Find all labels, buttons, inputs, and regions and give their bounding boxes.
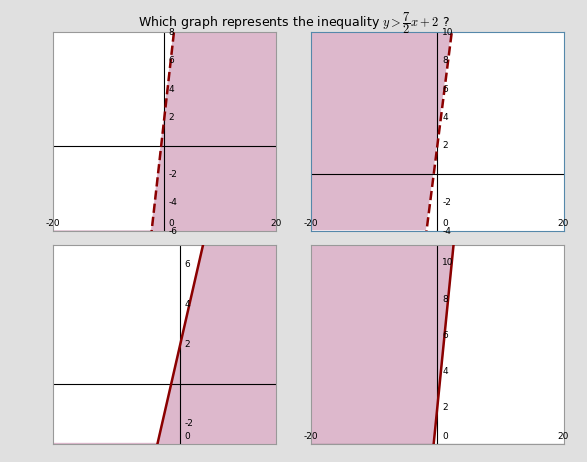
Text: -20: -20 (304, 432, 318, 441)
Text: 20: 20 (270, 219, 282, 228)
Text: -20: -20 (304, 219, 318, 228)
Text: 4: 4 (169, 85, 174, 94)
Text: 4: 4 (443, 367, 448, 376)
Text: 6: 6 (443, 85, 448, 94)
Text: 2: 2 (185, 340, 190, 349)
Text: 0: 0 (169, 219, 174, 228)
Text: 0: 0 (185, 432, 191, 441)
Text: 20: 20 (558, 219, 569, 228)
Text: 2: 2 (443, 403, 448, 412)
Text: 10: 10 (443, 28, 454, 37)
Text: -4: -4 (169, 198, 178, 207)
Text: -2: -2 (185, 419, 194, 428)
Text: 2: 2 (443, 141, 448, 150)
Text: -20: -20 (46, 219, 60, 228)
Text: 8: 8 (443, 295, 448, 304)
Text: 4: 4 (185, 300, 190, 309)
Text: -4: -4 (443, 226, 451, 236)
Text: 20: 20 (558, 432, 569, 441)
Text: 6: 6 (169, 56, 174, 65)
Text: 0: 0 (443, 219, 448, 228)
Text: 10: 10 (443, 258, 454, 267)
Text: 6: 6 (185, 260, 191, 269)
Text: -2: -2 (169, 170, 178, 179)
Text: -2: -2 (443, 198, 451, 207)
Text: -6: -6 (169, 226, 178, 236)
Text: 6: 6 (443, 331, 448, 340)
Text: 0: 0 (443, 432, 448, 441)
Text: 8: 8 (443, 56, 448, 65)
Text: 4: 4 (443, 113, 448, 122)
Text: Which graph represents the inequality $y> \dfrac{7}{2}x+2$ ?: Which graph represents the inequality $y… (137, 10, 450, 36)
Text: 8: 8 (169, 28, 174, 37)
Text: 2: 2 (169, 113, 174, 122)
